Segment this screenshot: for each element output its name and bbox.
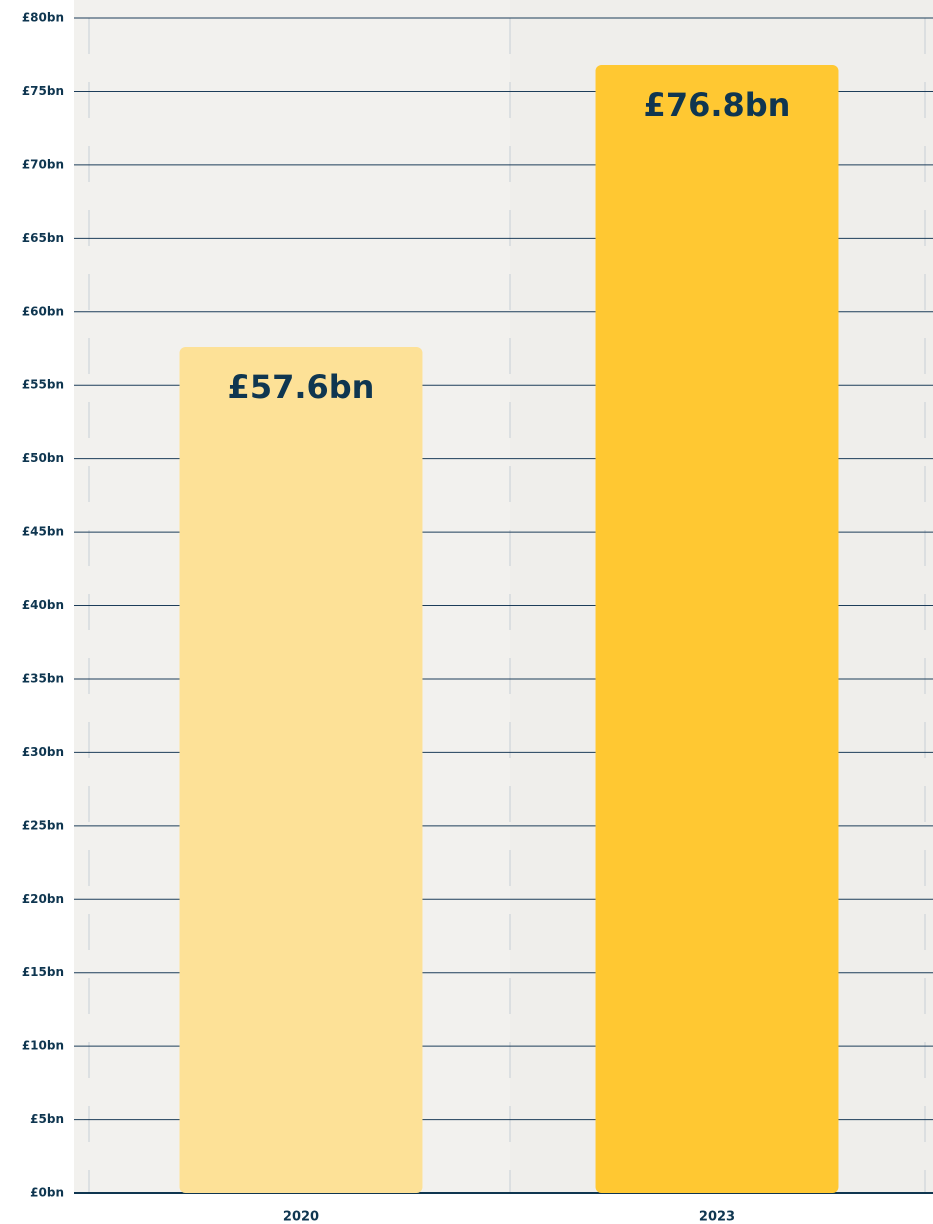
x-tick-label: 2020	[283, 1210, 319, 1224]
y-tick-label: £5bn	[30, 1112, 64, 1126]
bar	[595, 65, 839, 1193]
y-tick-label: £25bn	[22, 818, 64, 832]
y-tick-label: £65bn	[22, 231, 64, 245]
y-tick-label: £75bn	[22, 84, 64, 98]
y-tick-label: £55bn	[22, 378, 64, 392]
y-tick-label: £60bn	[22, 304, 64, 318]
bar	[179, 347, 423, 1193]
y-tick-label: £35bn	[22, 671, 64, 685]
y-tick-label: £20bn	[22, 892, 64, 906]
x-tick-label: 2023	[699, 1210, 735, 1224]
y-tick-label: £0bn	[30, 1186, 64, 1200]
y-tick-label: £45bn	[22, 525, 64, 539]
y-tick-label: £70bn	[22, 157, 64, 171]
y-tick-label: £10bn	[22, 1039, 64, 1053]
y-tick-label: £30bn	[22, 745, 64, 759]
y-tick-label: £50bn	[22, 451, 64, 465]
value-label: £57.6bn	[228, 368, 375, 406]
y-tick-label: £15bn	[22, 965, 64, 979]
value-label: £76.8bn	[644, 86, 791, 124]
y-tick-label: £40bn	[22, 598, 64, 612]
y-tick-label: £80bn	[22, 11, 64, 25]
